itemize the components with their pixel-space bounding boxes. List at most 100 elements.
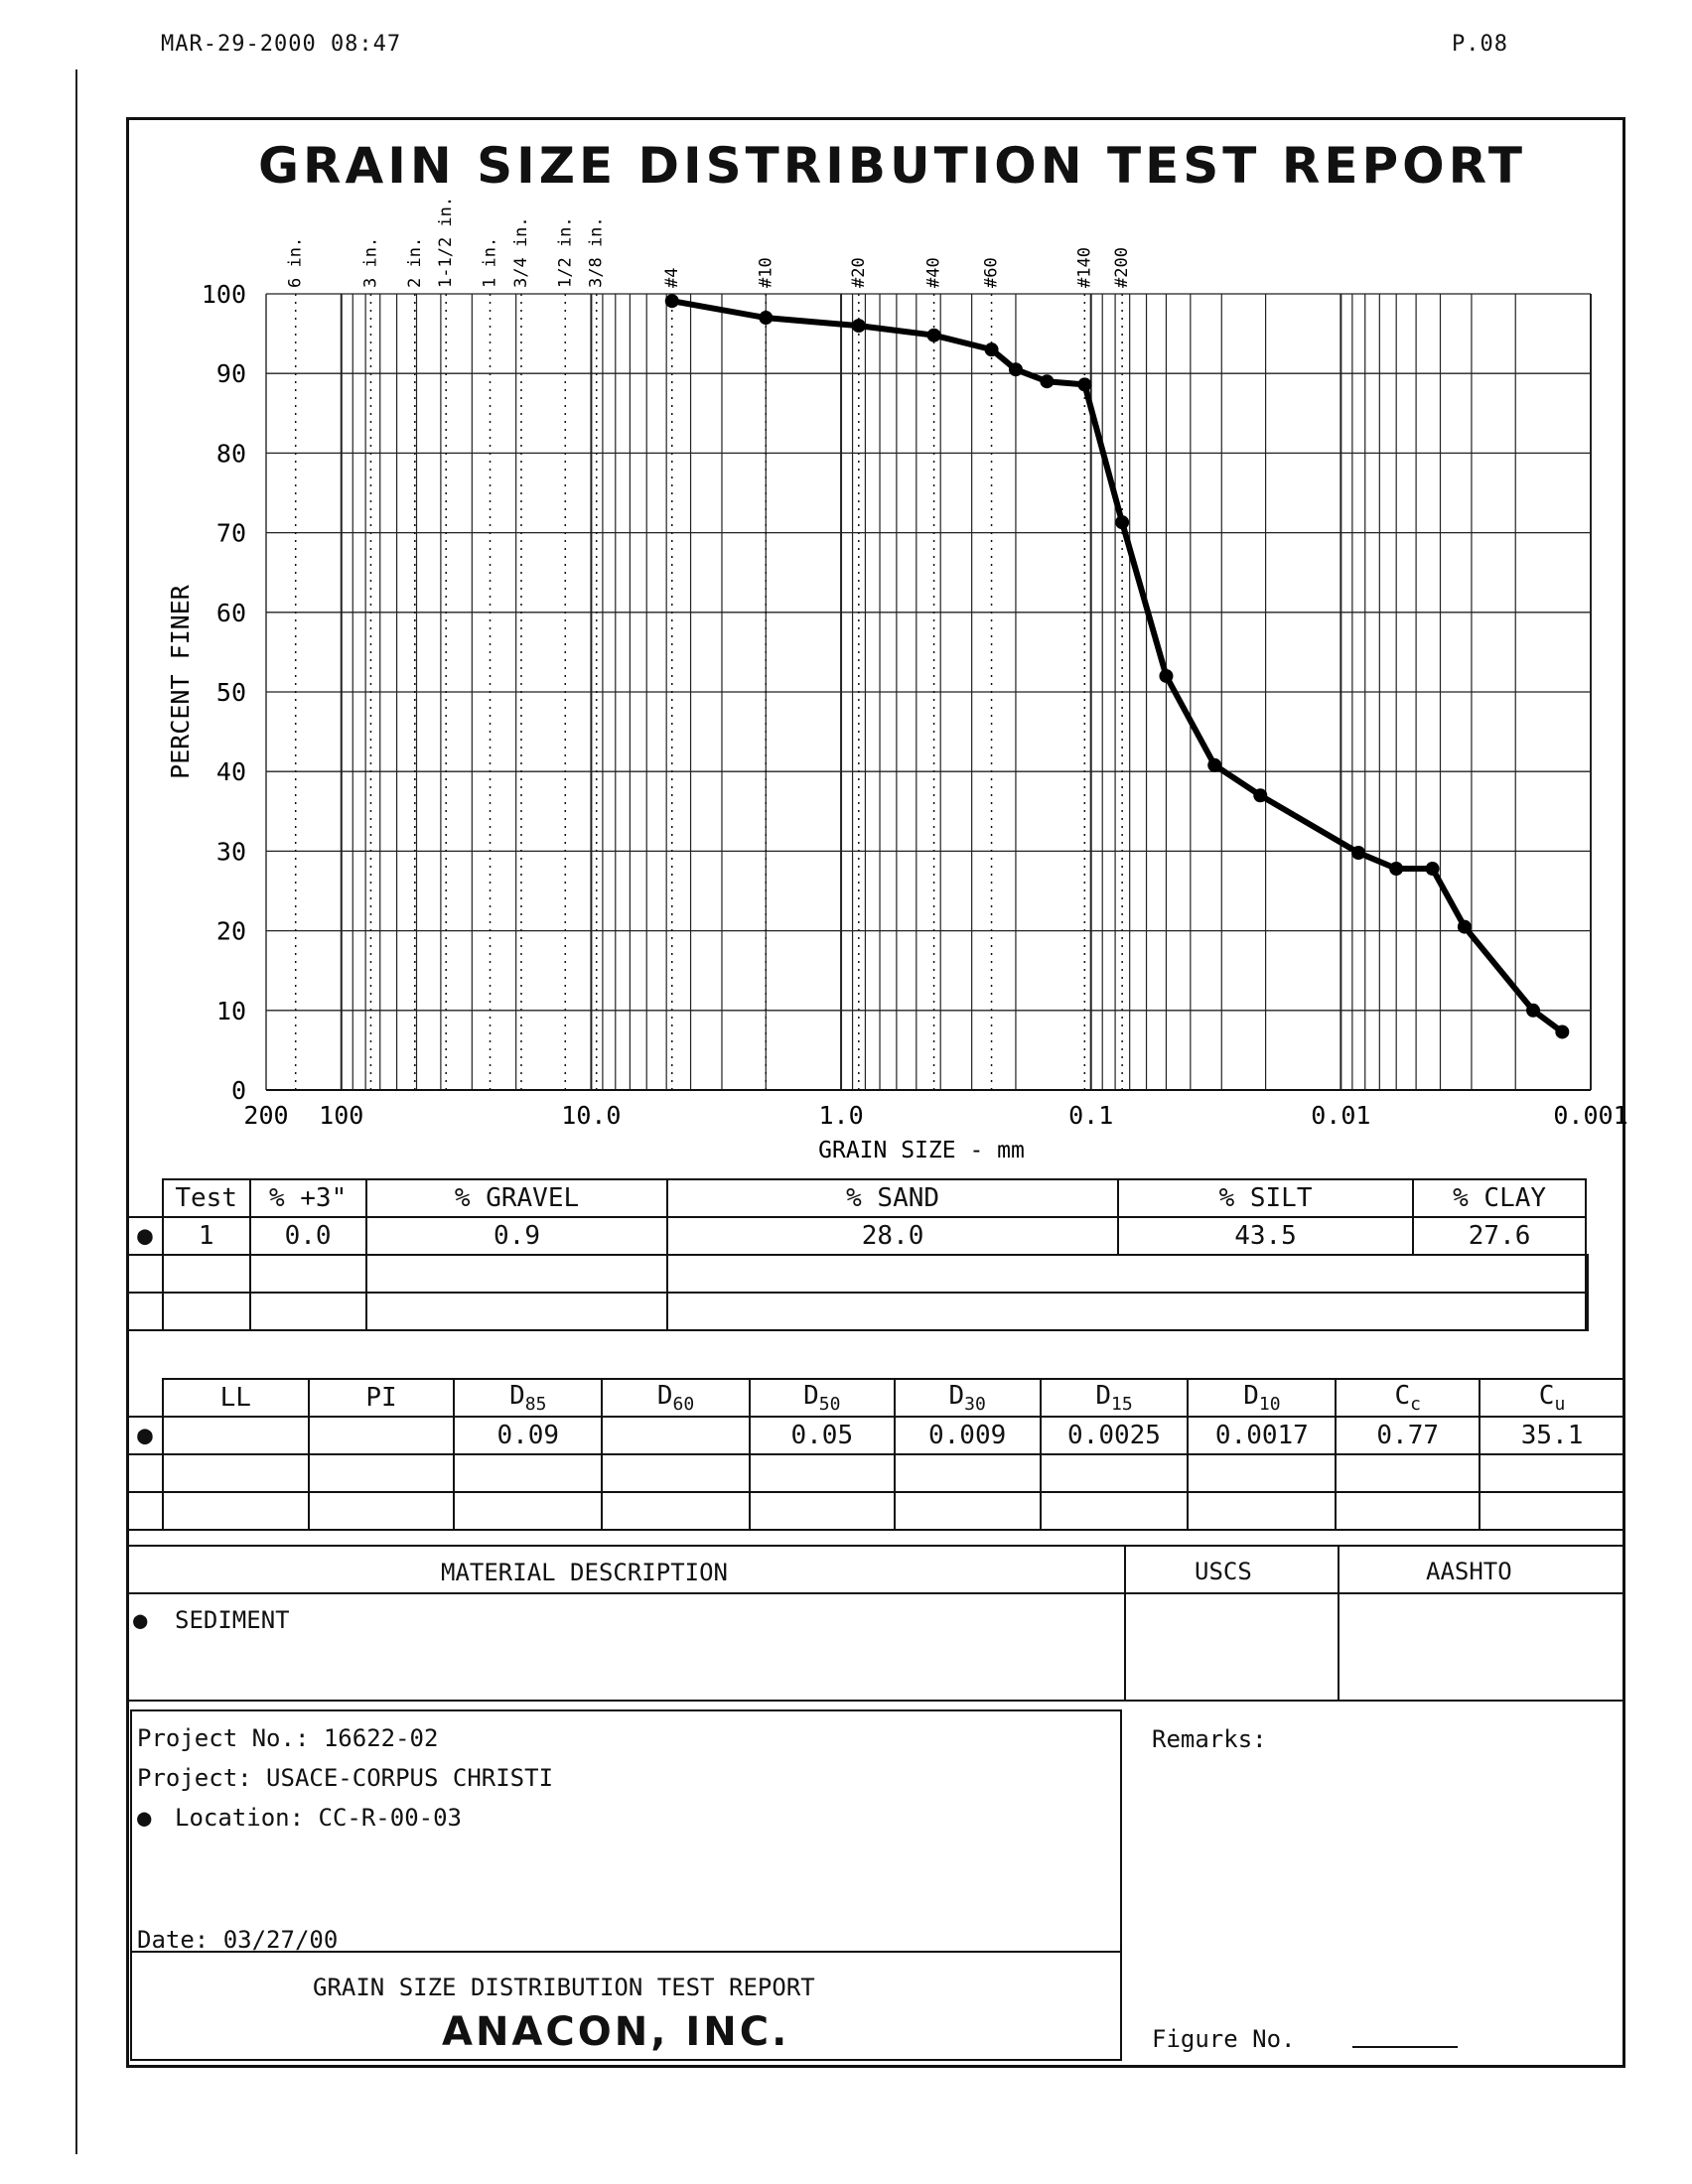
y-tick-label: 60	[216, 599, 246, 627]
sieve-label: #10	[756, 257, 776, 288]
cell-d85: 0.09	[453, 1416, 604, 1455]
x-tick-label: 0.1	[1068, 1101, 1113, 1130]
series-line	[671, 298, 1565, 1034]
header-cu: Cu	[1479, 1378, 1625, 1418]
sieve-label: #20	[849, 257, 869, 288]
table-row-empty	[126, 1453, 1625, 1493]
report-frame	[126, 117, 1625, 2068]
cell-cc: 0.77	[1335, 1416, 1481, 1455]
data-point	[926, 328, 941, 342]
sieve-label: 3 in.	[360, 237, 380, 288]
table-row-empty	[126, 1292, 1589, 1331]
header-pi: PI	[307, 1378, 456, 1418]
sieve-label: #60	[982, 257, 1002, 288]
cell-cu: 35.1	[1479, 1416, 1625, 1455]
y-tick-label: 20	[216, 917, 246, 946]
cell-clay: 27.6	[1412, 1216, 1587, 1256]
sieve-label: 3/8 in.	[587, 216, 607, 288]
project-name: Project: USACE-CORPUS CHRISTI	[137, 1764, 554, 1792]
material-header-line	[126, 1545, 1625, 1594]
header-silt: % SILT	[1116, 1178, 1415, 1218]
data-point	[759, 311, 774, 326]
sieve-label: #140	[1074, 247, 1094, 288]
header-d85: D85	[453, 1378, 604, 1418]
material-header: MATERIAL DESCRIPTION	[441, 1559, 728, 1586]
sieve-label: 1 in.	[481, 237, 500, 288]
project-location: Location: CC-R-00-03	[175, 1804, 462, 1832]
cell-d10: 0.0017	[1187, 1416, 1338, 1455]
header-cc: Cc	[1335, 1378, 1481, 1418]
header-d15: D15	[1039, 1378, 1190, 1418]
cell-d15: 0.0025	[1039, 1416, 1190, 1455]
table-row-empty	[126, 1491, 1625, 1531]
cell-d30: 0.009	[893, 1416, 1042, 1455]
x-tick-label: 100	[319, 1101, 363, 1130]
cell-test: 1	[161, 1216, 251, 1256]
header-plus3: % +3"	[248, 1178, 367, 1218]
sieve-label: 3/4 in.	[511, 216, 531, 288]
row-bullet: ●	[126, 1216, 164, 1256]
y-tick-label: 40	[216, 757, 246, 786]
fax-timestamp: MAR-29-2000 08:47	[161, 32, 402, 57]
row-bullet: ●	[126, 1416, 164, 1455]
project-number: Project No.: 16622-02	[137, 1724, 439, 1752]
cell-d50: 0.05	[748, 1416, 896, 1455]
data-point	[984, 342, 999, 357]
y-axis-label: PERCENT FINER	[166, 584, 195, 779]
x-tick-label: 0.01	[1311, 1101, 1370, 1130]
data-point	[1526, 1003, 1541, 1018]
material-bullet: ●	[133, 1606, 148, 1634]
data-point	[1389, 862, 1404, 877]
header-d30: D30	[893, 1378, 1042, 1418]
company-name: ANACON, INC.	[442, 2009, 790, 2055]
data-point	[1077, 377, 1092, 392]
margin-line	[75, 69, 77, 2154]
sieve-label: 1/2 in.	[555, 216, 575, 288]
cell-d60	[601, 1416, 751, 1455]
location-bullet: ●	[137, 1804, 152, 1832]
data-point	[1008, 362, 1023, 377]
table-row-empty	[126, 1254, 1589, 1294]
data-point	[1457, 919, 1472, 934]
header-d10: D10	[1187, 1378, 1338, 1418]
sieve-label: 2 in.	[405, 237, 425, 288]
header-ll: LL	[161, 1378, 310, 1418]
table-row: ● 0.09 0.05 0.009 0.0025 0.0017 0.77 35.…	[126, 1416, 1625, 1455]
uscs-header: USCS	[1195, 1558, 1252, 1585]
data-point	[1351, 846, 1366, 861]
properties-table: LL PI D85 D60 D50 D30 D15 D10 Cc Cu ● 0.…	[126, 1378, 1625, 1531]
cell-silt: 43.5	[1116, 1216, 1415, 1256]
uscs-column	[1124, 1545, 1340, 1702]
project-box	[130, 1709, 1122, 2061]
data-point	[1425, 862, 1440, 877]
x-tick-label: 200	[243, 1101, 288, 1130]
x-axis-label: GRAIN SIZE - mm	[818, 1138, 1025, 1163]
sieve-label: 1-1/2 in.	[436, 197, 456, 288]
aashto-header: AASHTO	[1426, 1558, 1512, 1585]
gradation-table: Test % +3" % GRAVEL % SAND % SILT % CLAY…	[126, 1178, 1589, 1331]
data-point	[1159, 668, 1174, 683]
cell-plus3: 0.0	[248, 1216, 367, 1256]
data-point	[851, 319, 866, 334]
data-point	[1555, 1024, 1570, 1039]
sieve-label: #200	[1112, 247, 1132, 288]
y-tick-label: 30	[216, 837, 246, 866]
sieve-label: 6 in.	[286, 237, 306, 288]
gradation-header-row: Test % +3" % GRAVEL % SAND % SILT % CLAY	[127, 1178, 1588, 1218]
header-sand: % SAND	[666, 1178, 1119, 1218]
data-point	[664, 294, 679, 309]
y-tick-label: 70	[216, 519, 246, 548]
properties-header-row: LL PI D85 D60 D50 D30 D15 D10 Cc Cu	[127, 1378, 1625, 1418]
figure-number-label: Figure No.	[1152, 2025, 1296, 2053]
data-point	[1253, 788, 1268, 803]
sieve-label: #40	[924, 257, 944, 288]
footer-title: GRAIN SIZE DISTRIBUTION TEST REPORT	[313, 1974, 815, 2001]
report-date: Date: 03/27/00	[137, 1926, 339, 1954]
material-description: SEDIMENT	[175, 1606, 290, 1634]
data-point	[1040, 374, 1055, 389]
cell-pi	[307, 1416, 456, 1455]
header-d50: D50	[748, 1378, 896, 1418]
material-section	[126, 1545, 1625, 1702]
y-tick-label: 80	[216, 439, 246, 468]
table-row: ● 1 0.0 0.9 28.0 43.5 27.6	[126, 1216, 1588, 1256]
